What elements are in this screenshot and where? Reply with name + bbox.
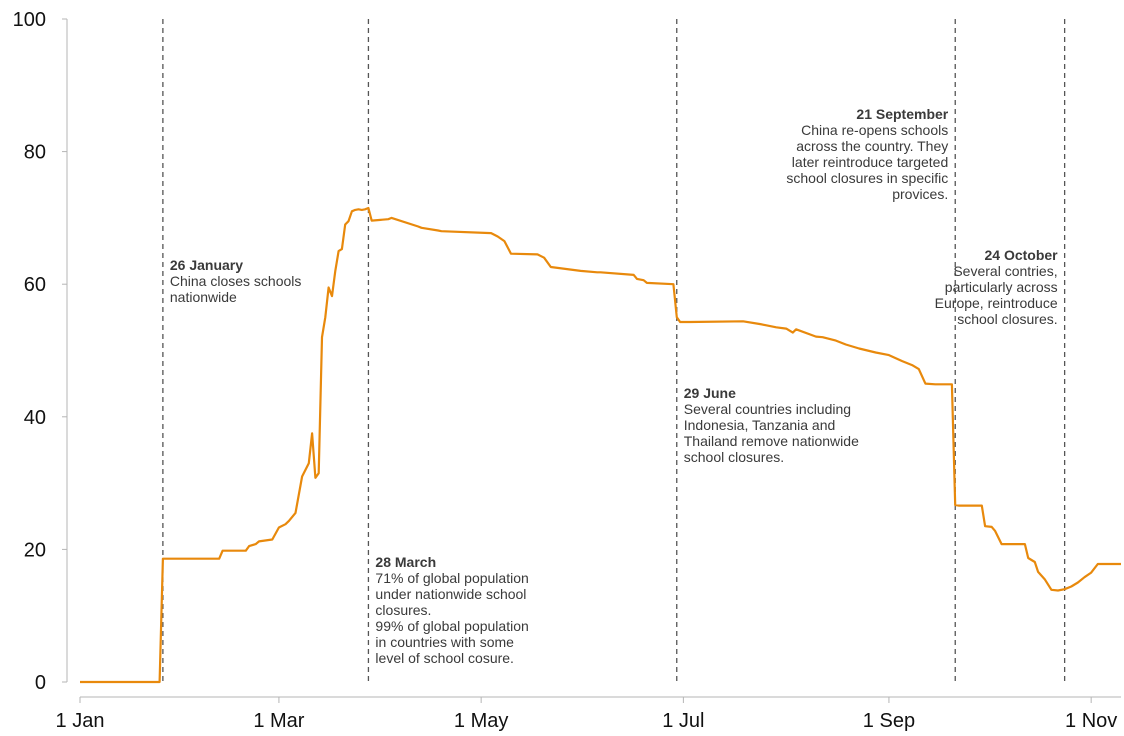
event-text-line: closures.: [375, 602, 431, 618]
event-text-line: nationwide: [170, 289, 237, 305]
event-text-line: level of school cosure.: [375, 650, 514, 666]
event-text-line: Europe, reintroduce: [935, 295, 1058, 311]
x-tick-label: 1 Jul: [662, 710, 704, 732]
event-text-line: provices.: [892, 186, 948, 202]
y-tick-label: 40: [24, 407, 46, 429]
event-text-line: Indonesia, Tanzania and: [684, 417, 836, 433]
event-text-line: China closes schools: [170, 273, 302, 289]
y-tick-label: 100: [13, 9, 46, 31]
y-tick-label: 20: [24, 539, 46, 561]
x-tick-label: 1 May: [454, 710, 508, 732]
x-tick-label: 1 Jan: [56, 710, 105, 732]
event-title: 21 September: [856, 106, 948, 122]
y-tick-label: 60: [24, 274, 46, 296]
event-text-line: Several contries,: [953, 263, 1057, 279]
event-text-line: China re-opens schools: [801, 122, 948, 138]
event-text-line: 99% of global population: [375, 618, 528, 634]
event-text-line: under nationwide school: [375, 586, 526, 602]
x-tick-label: 1 Sep: [863, 710, 915, 732]
series-layer: [80, 206, 1121, 684]
y-tick-label: 80: [24, 142, 46, 164]
event-text-line: particularly across: [945, 279, 1058, 295]
event-title: 29 June: [684, 385, 736, 401]
series-line: [80, 206, 1121, 684]
event-text-line: school closures in specific: [786, 170, 948, 186]
x-tick-label: 1 Nov: [1065, 710, 1117, 732]
event-text-line: across the country. They: [796, 138, 948, 154]
event-title: 28 March: [375, 554, 436, 570]
event-text-line: 71% of global population: [375, 570, 528, 586]
event-text-line: Several countries including: [684, 401, 851, 417]
event-title: 26 January: [170, 257, 243, 273]
event-text-line: school closures.: [957, 311, 1057, 327]
event-text-line: school closures.: [684, 449, 784, 465]
y-tick-label: 0: [35, 672, 46, 694]
event-text-line: Thailand remove nationwide: [684, 433, 859, 449]
axes: 0 20 40 60 80 100 1 Jan 1 Mar 1 May 1 Jul 1 Sep 1 N…: [13, 9, 1121, 732]
x-tick-label: 1 Mar: [253, 710, 304, 732]
event-text-line: in countries with some: [375, 634, 514, 650]
event-text-line: later reintroduce targeted: [792, 154, 948, 170]
event-title: 24 October: [984, 247, 1058, 263]
